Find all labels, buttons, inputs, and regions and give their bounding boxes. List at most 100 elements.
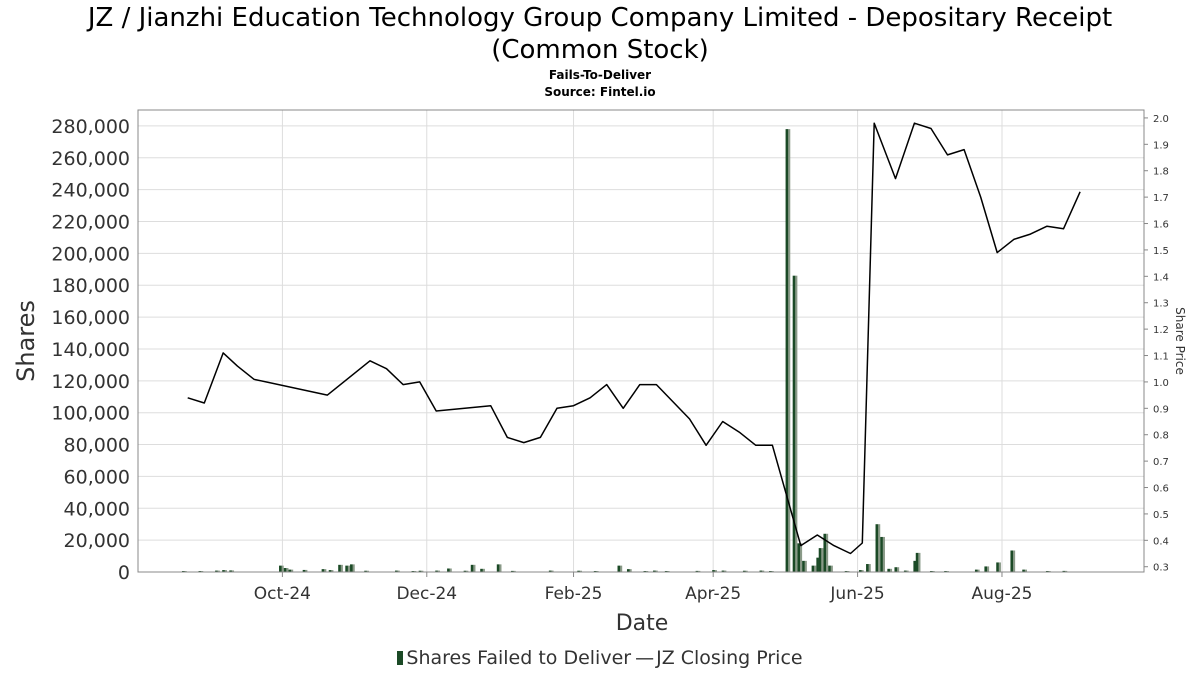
y-left-tick-label: 120,000 bbox=[51, 371, 130, 393]
fails-bar-shadow bbox=[620, 565, 623, 572]
fails-bar-shadow bbox=[762, 570, 765, 572]
fails-bar bbox=[510, 570, 514, 572]
fails-bar bbox=[1010, 550, 1014, 572]
fails-bar-shadow bbox=[290, 569, 294, 572]
fails-bar bbox=[894, 567, 898, 572]
fails-bar-shadow bbox=[231, 570, 235, 572]
fails-bar-shadow bbox=[830, 565, 833, 572]
fails-bar bbox=[811, 565, 815, 572]
y-left-tick-label: 80,000 bbox=[64, 435, 130, 457]
legend: Shares Failed to Deliver — JZ Closing Pric… bbox=[0, 647, 1200, 669]
y-right-tick-label: 0.9 bbox=[1153, 404, 1169, 415]
y-left-tick-label: 240,000 bbox=[51, 180, 130, 202]
fails-bar bbox=[321, 569, 325, 572]
fails-bar-shadow bbox=[437, 570, 440, 572]
fails-bar bbox=[338, 564, 341, 572]
legend-bar-label: Shares Failed to Deliver bbox=[406, 647, 632, 669]
fails-bar-shadow bbox=[986, 566, 990, 572]
fails-bar bbox=[288, 569, 292, 572]
y-right-tick-label: 0.6 bbox=[1153, 484, 1169, 495]
fails-bar-shadow bbox=[878, 524, 881, 572]
fails-bar-shadow bbox=[1065, 570, 1068, 572]
fails-bar bbox=[480, 568, 483, 572]
y-right-tick-label: 1.4 bbox=[1153, 272, 1169, 283]
y-left-tick-label: 280,000 bbox=[51, 116, 130, 138]
y-left-tick-label: 200,000 bbox=[51, 243, 130, 265]
y-right-tick-label: 0.5 bbox=[1153, 510, 1169, 521]
fails-bar bbox=[759, 570, 763, 572]
bars-layer bbox=[181, 129, 1068, 572]
fails-bar-shadow bbox=[579, 570, 582, 572]
fails-bar bbox=[302, 569, 306, 572]
fails-bar bbox=[823, 533, 827, 572]
fails-bar-shadow bbox=[788, 129, 791, 572]
y-right-tick-label: 0.8 bbox=[1153, 431, 1169, 442]
fails-bar-shadow bbox=[305, 569, 308, 572]
plot-area-frame bbox=[137, 109, 1145, 573]
fails-bar-shadow bbox=[551, 570, 554, 572]
y-left-tick-label: 140,000 bbox=[51, 339, 130, 361]
y-right-tick-label: 1.5 bbox=[1153, 246, 1169, 257]
y-left-tick-label: 100,000 bbox=[51, 403, 130, 425]
fails-bar-shadow bbox=[745, 570, 748, 572]
x-tick-label: Apr-25 bbox=[685, 584, 741, 604]
fails-bar-shadow bbox=[918, 552, 921, 572]
chart-source: Source: Fintel.io bbox=[544, 85, 656, 99]
fails-bar bbox=[721, 570, 725, 572]
fails-bar bbox=[222, 570, 225, 572]
y-right-tick-label: 1.7 bbox=[1153, 193, 1169, 204]
x-tick-label: Dec-24 bbox=[396, 584, 457, 604]
y-right-tick-label: 1.3 bbox=[1153, 299, 1169, 310]
y-left-tick-label: 260,000 bbox=[51, 148, 130, 170]
grid-lines bbox=[138, 110, 1144, 573]
x-tick-label: Oct-24 bbox=[254, 584, 311, 604]
fails-bar-shadow bbox=[795, 275, 798, 572]
fails-bar-shadow bbox=[286, 568, 289, 572]
fails-bar bbox=[577, 570, 580, 572]
fails-bar-shadow bbox=[366, 570, 369, 572]
y-right-tick-label: 2.0 bbox=[1153, 114, 1169, 125]
fails-bar-shadow bbox=[998, 562, 1001, 572]
price-line-layer bbox=[187, 122, 1081, 555]
fails-bar bbox=[496, 564, 500, 572]
fails-bar bbox=[418, 570, 422, 572]
axes-layer: 0 20,000 40,000 60,000 80,000 100,000 120,000 1… bbox=[51, 114, 1168, 604]
fails-bar bbox=[463, 570, 467, 572]
fails-bar-shadow bbox=[513, 570, 516, 572]
fails-bar bbox=[626, 569, 630, 572]
fails-bar-shadow bbox=[724, 570, 727, 572]
y-right-tick-label: 1.0 bbox=[1153, 378, 1169, 389]
fails-bar bbox=[283, 568, 287, 572]
fails-bar bbox=[279, 565, 282, 572]
fails-bar-shadow bbox=[889, 568, 893, 572]
fails-bar-shadow bbox=[397, 570, 400, 572]
y-left-tick-label: 160,000 bbox=[51, 307, 130, 329]
fails-bar bbox=[913, 560, 916, 572]
fails-bar-shadow bbox=[629, 569, 632, 572]
fails-bar-shadow bbox=[861, 570, 864, 572]
fails-bar bbox=[215, 570, 218, 572]
fails-bar-shadow bbox=[324, 569, 327, 572]
y-right-tick-label: 0.7 bbox=[1153, 457, 1169, 468]
fails-bar bbox=[350, 564, 353, 572]
closing-price-line bbox=[187, 122, 1081, 555]
y-right-tick-label: 0.4 bbox=[1153, 536, 1169, 547]
fails-bar bbox=[1022, 569, 1025, 572]
fails-bar bbox=[858, 570, 862, 572]
y-left-tick-label: 220,000 bbox=[51, 212, 130, 234]
fails-bar bbox=[903, 570, 907, 572]
y-axis-right-label: Share Price bbox=[1173, 307, 1187, 375]
fails-bar-shadow bbox=[868, 564, 871, 572]
fails-bar bbox=[1062, 570, 1066, 572]
fails-bar bbox=[653, 570, 656, 572]
fails-bar-shadow bbox=[825, 533, 829, 572]
y-left-tick-label: 60,000 bbox=[64, 466, 130, 488]
fails-bar-shadow bbox=[281, 565, 284, 572]
fails-bar bbox=[695, 570, 699, 572]
fails-bar-shadow bbox=[1024, 569, 1027, 572]
y-right-tick-label: 1.1 bbox=[1153, 352, 1169, 363]
fails-bar bbox=[802, 560, 805, 572]
fails-bar-shadow bbox=[217, 570, 220, 572]
fails-bar bbox=[229, 570, 232, 572]
fails-bar-shadow bbox=[347, 565, 351, 572]
